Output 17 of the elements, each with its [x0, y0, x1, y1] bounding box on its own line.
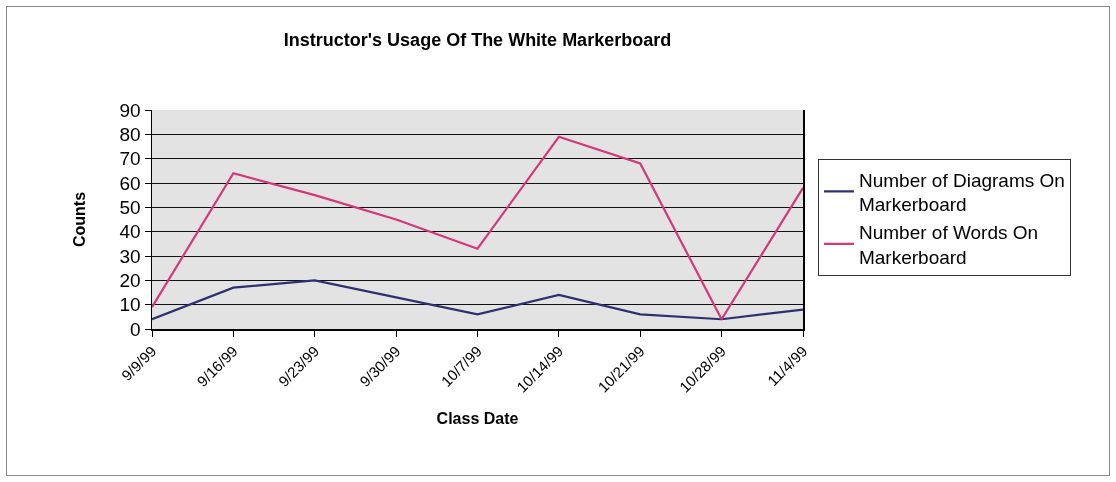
chart-title: Instructor's Usage Of The White Markerboard — [283, 30, 672, 51]
y-tick-label: 0 — [130, 318, 141, 340]
y-tick-label: 40 — [119, 221, 141, 243]
y-tick-label: 30 — [119, 245, 141, 267]
y-tick-label: 90 — [119, 99, 141, 121]
legend-label: Number of Diagrams On Markerboard — [858, 169, 1065, 216]
y-tick-label: 50 — [119, 196, 141, 218]
line-series — [152, 135, 803, 321]
y-axis-title: Counts — [70, 191, 88, 248]
y-tick-label: 10 — [119, 294, 141, 316]
y-tick-label: 70 — [119, 148, 141, 170]
y-tick-label: 20 — [119, 269, 141, 291]
y-tick-label: 80 — [119, 123, 141, 145]
legend-label: Number of Words On Markerboard — [858, 221, 1039, 268]
line-series — [152, 279, 803, 321]
x-axis-title: Class Date — [436, 410, 519, 428]
y-tick-label: 60 — [119, 172, 141, 194]
